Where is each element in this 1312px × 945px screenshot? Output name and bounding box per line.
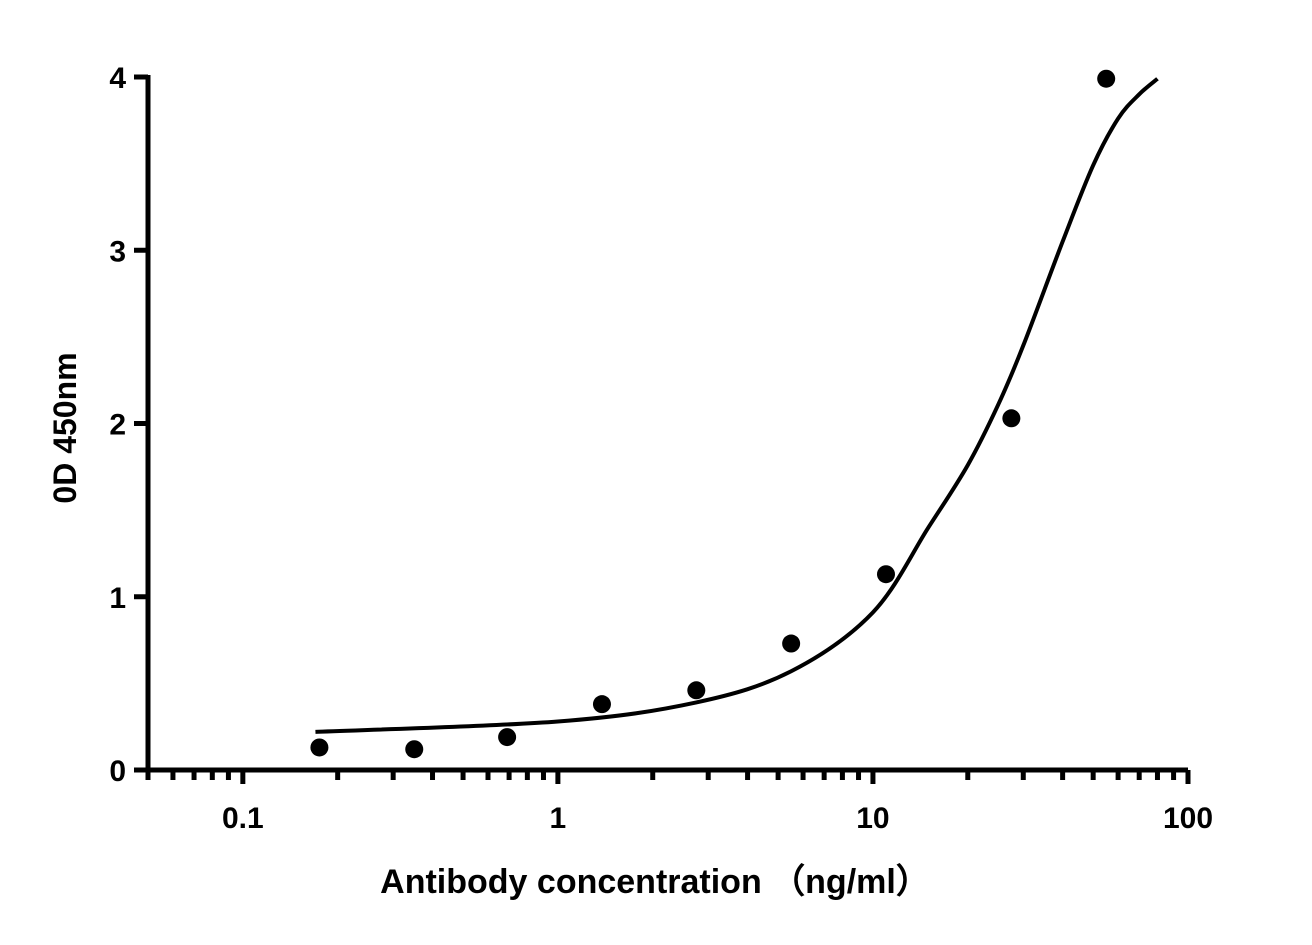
- y-tick-label: 2: [109, 409, 126, 442]
- axes: [145, 75, 1188, 773]
- y-axis-label: 0D 450nm: [47, 352, 83, 503]
- ticks: 0 1 2 3 4 0.1 1 10 100: [109, 62, 1213, 835]
- data-point: [1002, 409, 1021, 428]
- x-tick-label: 100: [1163, 802, 1213, 835]
- data-point: [782, 634, 801, 653]
- y-tick-label: 0: [109, 755, 126, 788]
- fit-curve: [315, 77, 1159, 734]
- data-point: [498, 728, 517, 747]
- data-point: [876, 565, 895, 584]
- data-point: [310, 738, 329, 757]
- data-point: [1097, 69, 1116, 88]
- marks: [310, 69, 1159, 759]
- x-tick-label: 10: [856, 802, 889, 835]
- y-tick-label: 3: [109, 235, 126, 268]
- x-axis-label: Antibody concentration （ng/ml）: [380, 862, 930, 901]
- data-point: [592, 695, 611, 714]
- x-tick-label: 1: [550, 802, 567, 835]
- data-point: [405, 740, 424, 759]
- x-tick-label: 0.1: [222, 802, 264, 835]
- y-tick-label: 4: [109, 62, 126, 95]
- y-tick-label: 1: [109, 582, 126, 615]
- data-point: [687, 681, 706, 700]
